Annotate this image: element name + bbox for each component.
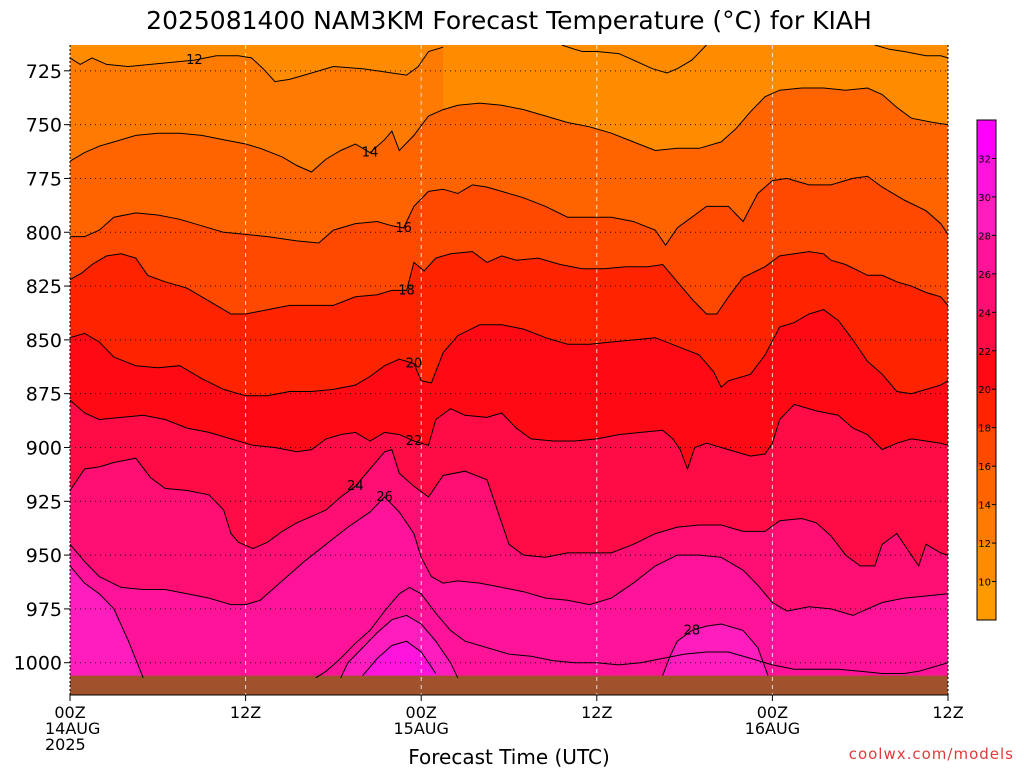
contour-label: 16	[395, 221, 412, 236]
isotherm-14	[70, 87, 948, 173]
colorbar-swatch	[977, 427, 996, 467]
x-axis-label: Forecast Time (UTC)	[408, 745, 610, 768]
isotherm-26	[70, 496, 948, 616]
contour-label: 22	[406, 434, 423, 449]
colorbar-label: 20	[978, 385, 991, 396]
y-tick-label: 775	[26, 168, 62, 190]
contour-label: 18	[398, 283, 415, 298]
colorbar-swatch	[977, 273, 996, 313]
x-tick-label: 12Z	[230, 703, 261, 722]
contour-label: 24	[347, 479, 364, 494]
isotherm-12	[561, 45, 707, 74]
y-axis-ticks: 725 750 775 800 825 850 875 900 925 950 975 1000	[14, 61, 70, 675]
terrain-ground	[70, 675, 948, 695]
x-tick-label: 14AUG	[45, 719, 100, 738]
contour-label: 20	[406, 357, 423, 372]
site-credit[interactable]: coolwx.com/models	[849, 745, 1014, 763]
colorbar-swatch	[977, 196, 996, 236]
colorbar-swatch	[977, 581, 996, 621]
contour-label: 12	[186, 53, 203, 68]
colorbar-label: 18	[978, 424, 991, 435]
colorbar-swatch	[977, 504, 996, 544]
contour-label: 28	[684, 623, 701, 638]
colorbar-label: 22	[978, 347, 991, 358]
isotherm-22	[70, 399, 948, 471]
colorbar-label: 28	[978, 231, 991, 242]
isotherm-28	[662, 623, 769, 676]
colorbar-frame	[976, 119, 997, 621]
temperature-band-fill	[70, 565, 144, 695]
y-tick-label: 950	[26, 545, 62, 567]
colorbar-label: 26	[978, 270, 991, 281]
y-tick-label: 975	[26, 599, 62, 621]
isotherm-16	[70, 175, 948, 247]
y-tick-label: 875	[26, 384, 62, 406]
x-tick-label: 00Z	[406, 703, 437, 722]
y-tick-label: 925	[26, 491, 62, 513]
colorbar-label: 14	[978, 501, 991, 512]
colorbar-swatch	[977, 120, 996, 159]
x-tick-label: 16AUG	[745, 719, 800, 738]
isotherm-18	[70, 251, 948, 315]
isotherm-contours	[70, 45, 948, 679]
y-tick-label: 800	[26, 222, 62, 244]
colorbar-swatch	[977, 312, 996, 352]
isotherm-28	[70, 565, 144, 678]
colorbar-label: 12	[978, 539, 991, 550]
y-tick-label: 725	[26, 61, 62, 83]
colorbar-label: 32	[978, 154, 991, 165]
x-tick-label: 00Z	[54, 703, 85, 722]
isotherm-12	[874, 45, 948, 59]
colorbar-swatch	[977, 158, 996, 198]
chart-title: 2025081400 NAM3KM Forecast Temperature (…	[146, 6, 872, 35]
isotherm-26	[315, 586, 948, 679]
y-tick-label: 900	[26, 437, 62, 459]
isotherm-24	[70, 448, 948, 568]
colorbar-label: 10	[978, 578, 991, 589]
isotherm-28	[340, 614, 459, 679]
cold-pocket-fill	[561, 45, 707, 73]
contour-label: 26	[376, 490, 393, 505]
y-tick-label: 850	[26, 330, 62, 352]
isotherm-20	[70, 309, 948, 397]
y-tick-label: 825	[26, 276, 62, 298]
colorbar-swatch	[977, 350, 996, 390]
x-tick-label: 12Z	[932, 703, 963, 722]
colorbar-swatch	[977, 543, 996, 583]
colorbar-swatch	[977, 389, 996, 429]
cold-pocket-fill	[874, 45, 948, 58]
x-tick-label: 00Z	[757, 703, 788, 722]
colorbar-swatch	[977, 235, 996, 275]
x-tick-label: 2025	[45, 735, 86, 754]
colorbar-swatch	[977, 466, 996, 506]
colorbar-label: 16	[978, 462, 991, 473]
isotherm-30	[362, 640, 437, 676]
x-tick-label: 15AUG	[393, 719, 448, 738]
colorbar-label: 30	[978, 193, 991, 204]
y-tick-label: 1000	[14, 653, 62, 675]
contour-label: 14	[362, 146, 379, 161]
y-tick-label: 750	[26, 115, 62, 137]
contour-labels: 12 14 16 18 20 22 24 26 28	[186, 53, 700, 638]
colorbar-legend: 10 12 14 16 18 20 22 24 26 28 30 32	[976, 119, 997, 621]
colorbar-label: 24	[978, 308, 991, 319]
plot-area	[70, 45, 948, 695]
axes	[69, 45, 949, 696]
x-tick-label: 12Z	[581, 703, 612, 722]
isotherm-12	[70, 46, 444, 83]
temperature-band-fill	[315, 587, 948, 695]
